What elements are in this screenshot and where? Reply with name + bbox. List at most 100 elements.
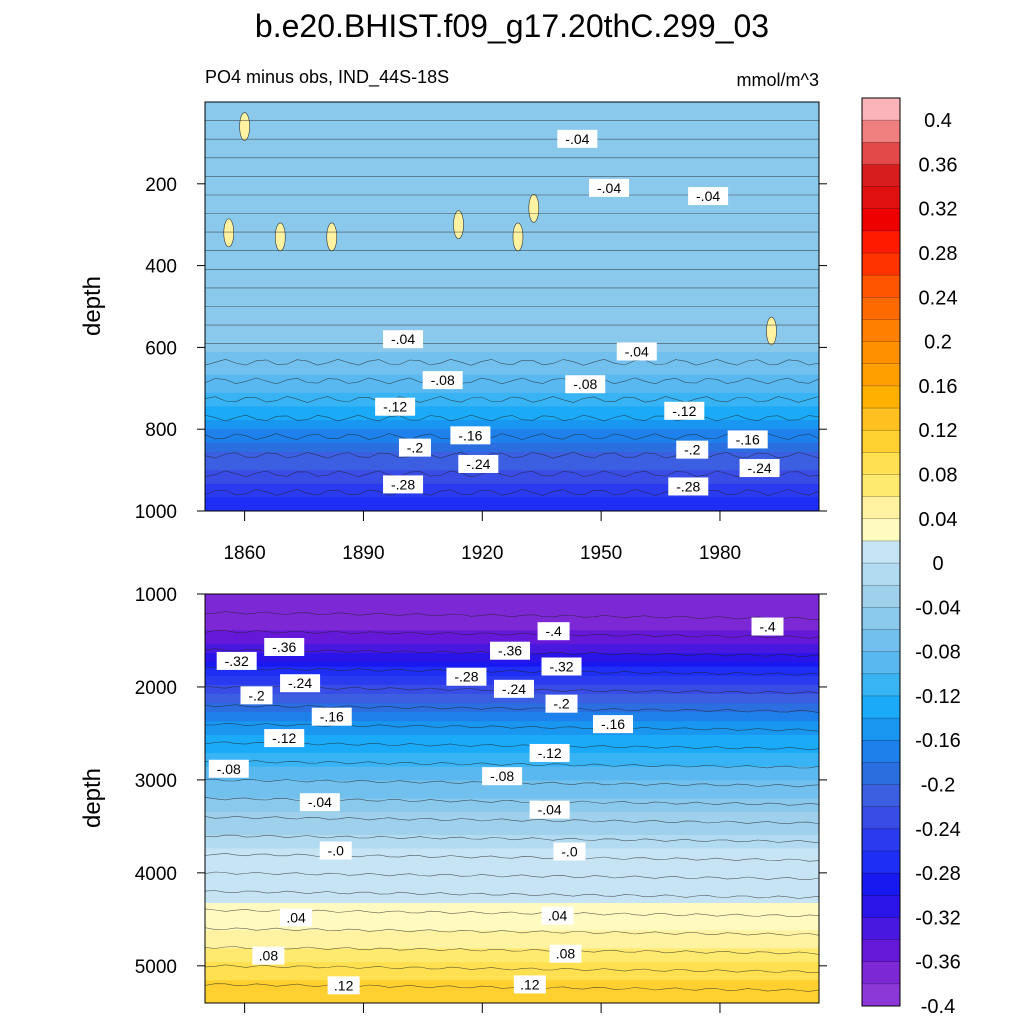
field-band [205,411,819,417]
y-tick-label: 600 [145,338,177,359]
field-band [205,980,819,986]
field-band [205,975,819,982]
colorbar-label: 0.08 [919,464,958,486]
contour-label-box [299,793,340,812]
colorbar-label: 0.36 [919,154,958,176]
contour-line [205,927,819,936]
field-band [205,147,819,153]
field-band [205,129,819,135]
field-band [205,634,819,641]
field-band [205,333,819,340]
field-band [205,256,819,262]
colorbar-cell [862,430,900,453]
field-band [205,907,819,913]
contour-line [205,451,819,459]
contour-line [205,489,819,496]
contour-label-box [541,906,574,925]
field-band [205,497,819,503]
positive-patch [766,316,777,346]
field-band [205,324,819,331]
contour-label: -.24 [466,456,490,472]
field-band [205,320,819,326]
field-band [205,798,819,804]
contour-line [205,630,819,639]
x-tick-label: 1920 [461,543,503,564]
contour-line [205,815,819,825]
colorbar-label: 0.12 [919,420,958,442]
field-band [205,438,819,444]
field-band [205,875,819,882]
field-band [205,703,819,709]
field-band [205,598,819,604]
colorbar-cell [862,98,900,121]
colorbar-cell [862,563,900,586]
field-band [205,893,819,900]
field-band [205,347,819,353]
x-tick-label: 1980 [699,543,741,564]
contour-label: -.04 [308,794,332,810]
field-band [205,962,819,968]
contour-label-box [557,129,598,148]
contour-label: -.04 [391,331,415,347]
contour-label: -.04 [696,188,720,204]
field-band [205,442,819,449]
contour-label-box [311,707,352,726]
field-band [205,921,819,927]
contour-label: -.2 [248,687,265,703]
contour-label-box [216,651,257,670]
field-band [205,361,819,367]
contour-label: -.04 [597,180,621,196]
field-band [205,821,819,827]
contour-label: -.16 [320,709,344,725]
contour-label-box [383,475,424,494]
colorbar-label: 0.04 [919,509,958,531]
field-band [205,338,819,344]
field-band [205,151,819,158]
field-band [205,993,819,1000]
field-band [205,224,819,231]
x-tick-label: 1860 [223,543,265,564]
contour-label: -.04 [625,343,649,359]
field-band [205,843,819,850]
field-band [205,170,819,176]
colorbar-cell [862,142,900,165]
field-band [205,721,819,727]
field-band [205,447,819,453]
field-band [205,853,819,859]
contour-line [205,414,819,422]
colorbar-cell [862,341,900,365]
field-band [205,161,819,167]
field-band [205,671,819,677]
field-band [205,406,819,412]
y-tick-label: 1000 [135,502,177,523]
colorbar-label: -0.4 [921,996,955,1018]
contour-label: -.4 [759,619,776,635]
colorbar-cell [862,253,900,276]
contour-line [205,759,819,769]
contour-label: -.16 [458,427,482,443]
field-band [205,342,819,349]
field-band [205,884,819,891]
field-band [205,903,819,909]
contour-label: -.28 [454,669,478,685]
contour-label-box [319,841,352,860]
contour-label-box [688,187,729,206]
field-band [205,315,819,321]
field-band [205,734,819,741]
colorbar-cell [862,762,900,786]
contour-line [205,741,819,751]
positive-patch [239,112,250,141]
colorbar-cell [862,474,900,498]
field-band [205,283,819,290]
contour-label: -.32 [549,659,573,675]
colorbar-cell [862,363,900,387]
field-band [205,329,819,335]
field-band [205,625,819,632]
field-band [205,757,819,763]
contour-label: -.08 [490,768,514,784]
field-band [205,834,819,841]
positive-patch [512,222,524,252]
contour-label: .04 [286,909,306,925]
field-band [205,966,819,972]
contour-label: -.12 [538,745,562,761]
